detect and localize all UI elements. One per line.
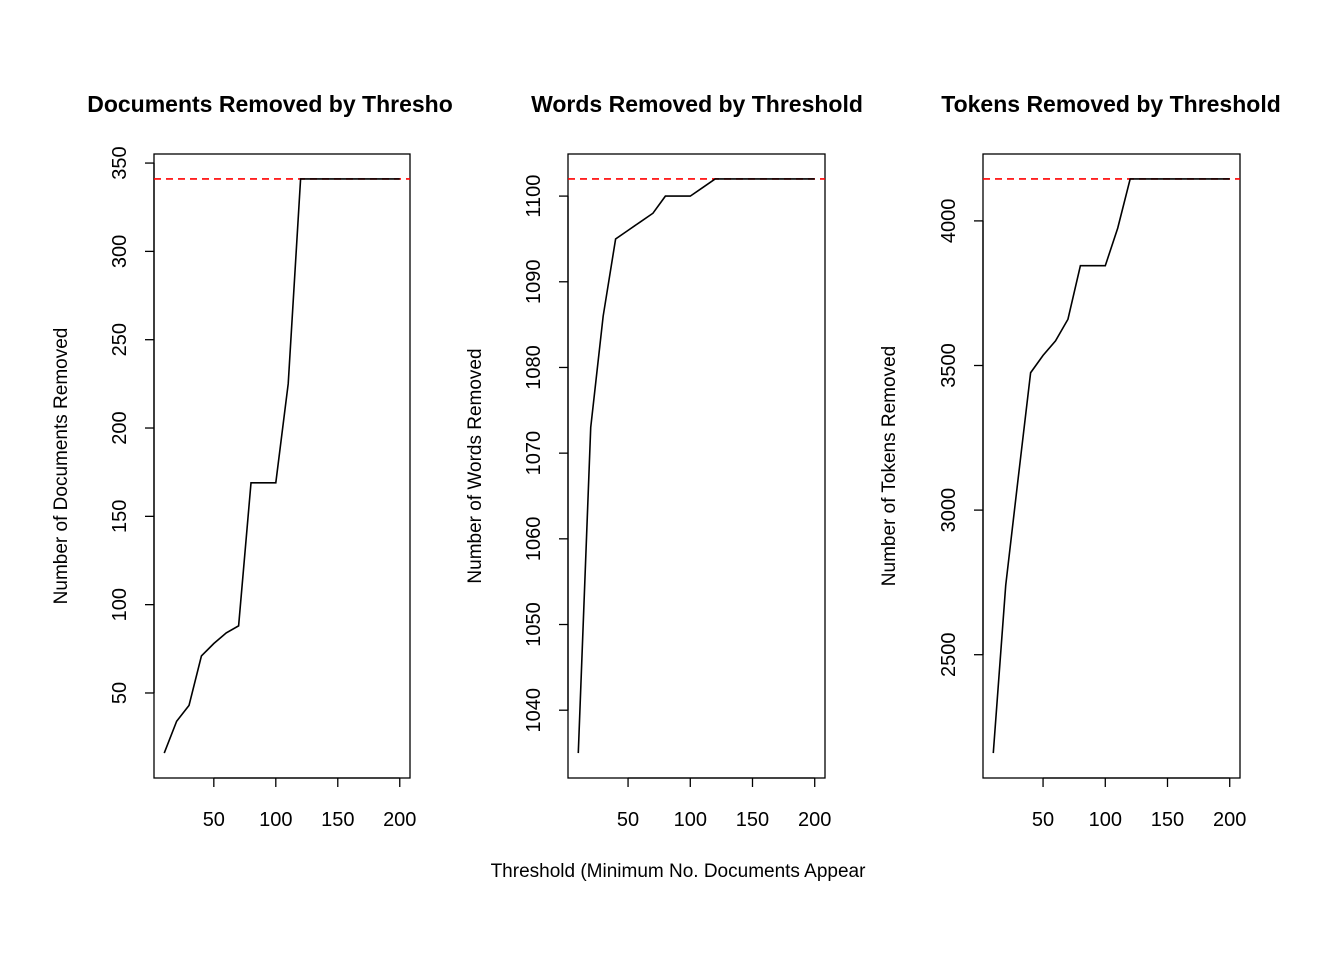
documents-y-tick-label: 300: [109, 235, 131, 268]
documents-x-tick-label: 100: [259, 809, 292, 831]
tokens-x-tick-label: 100: [1089, 809, 1122, 831]
documents-y-tick-label: 50: [109, 682, 131, 704]
documents-y-axis-label: Number of Documents Removed: [51, 328, 72, 605]
documents-series-line: [164, 179, 400, 753]
documents-plot-frame: [154, 154, 410, 778]
words-y-tick-label: 1050: [523, 602, 545, 647]
documents-x-tick-label: 50: [203, 809, 225, 831]
words-panel: Words Removed by Threshold Number of Word…: [465, 91, 863, 831]
words-y-tick-label: 1070: [523, 431, 545, 476]
documents-y-tick-label: 150: [109, 500, 131, 533]
tokens-y-tick-label: 2500: [938, 632, 960, 677]
words-y-axis-label: Number of Words Removed: [465, 348, 486, 583]
words-x-tick-label: 100: [674, 809, 707, 831]
words-x-tick-label: 200: [798, 809, 831, 831]
words-x-tick-label: 50: [617, 809, 639, 831]
documents-y-tick-label: 200: [109, 411, 131, 444]
tokens-y-tick-label: 4000: [938, 199, 960, 244]
tokens-x-tick-label: 200: [1213, 809, 1246, 831]
words-plot-frame: [568, 154, 825, 778]
tokens-x-tick-label: 150: [1151, 809, 1184, 831]
tokens-x-tick-label: 50: [1032, 809, 1054, 831]
tokens-y-axis-label: Number of Tokens Removed: [879, 346, 900, 586]
documents-y-tick-label: 250: [109, 323, 131, 356]
documents-x-tick-label: 200: [383, 809, 416, 831]
tokens-series-line: [993, 179, 1229, 753]
documents-chart-title: Documents Removed by Thresho: [87, 91, 453, 117]
shared-x-axis-label: Threshold (Minimum No. Documents Appear: [491, 861, 867, 882]
words-y-tick-label: 1040: [523, 688, 545, 733]
tokens-y-tick-label: 3000: [938, 488, 960, 533]
words-y-tick-label: 1100: [523, 175, 545, 218]
tokens-chart-title: Tokens Removed by Threshold: [941, 91, 1281, 117]
words-x-tick-label: 150: [736, 809, 769, 831]
words-series-line: [578, 179, 814, 753]
documents-panel: Documents Removed by Thresho Number of Do…: [51, 91, 453, 831]
words-y-tick-label: 1090: [523, 260, 545, 305]
words-y-tick-label: 1080: [523, 345, 545, 390]
words-y-tick-label: 1060: [523, 517, 545, 562]
tokens-panel: Tokens Removed by Threshold Number of Tok…: [879, 91, 1281, 831]
documents-x-tick-label: 150: [321, 809, 354, 831]
words-chart-title: Words Removed by Threshold: [531, 91, 863, 117]
documents-y-tick-label: 100: [109, 588, 131, 621]
tokens-y-tick-label: 3500: [938, 343, 960, 388]
documents-y-tick-label: 350: [109, 146, 131, 179]
